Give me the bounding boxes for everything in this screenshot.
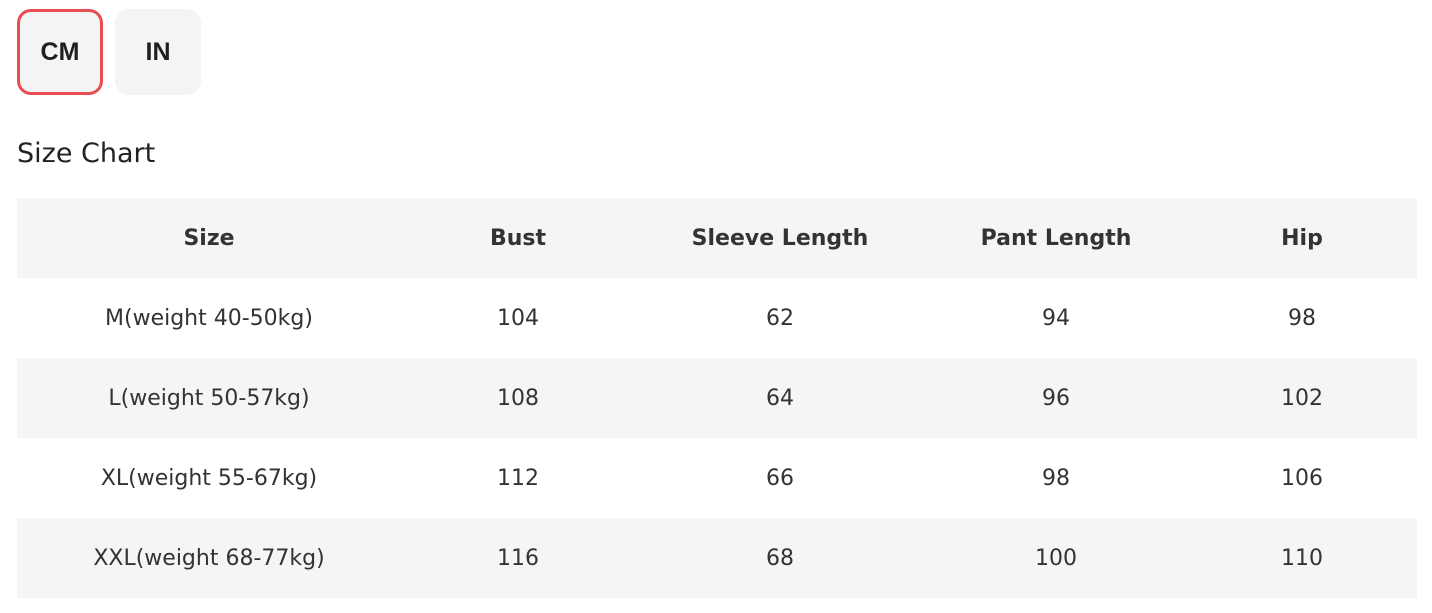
- unit-in-button[interactable]: IN: [115, 9, 201, 95]
- column-header-pant-length: Pant Length: [980, 225, 1132, 251]
- column-header-sleeve-length: Sleeve Length: [691, 225, 869, 251]
- column-header-size: Size: [183, 225, 235, 251]
- cell-pant-length: 98: [1042, 465, 1070, 491]
- cell-size: M(weight 40-50kg): [105, 305, 313, 331]
- table-row: L(weight 50-57kg) 108 64 96 102: [17, 358, 1417, 438]
- table-header-row: Size Bust Sleeve Length Pant Length Hip: [17, 198, 1417, 278]
- table-row: XXL(weight 68-77kg) 116 68 100 110: [17, 518, 1417, 598]
- cell-pant-length: 96: [1042, 385, 1070, 411]
- cell-pant-length: 94: [1042, 305, 1070, 331]
- cell-hip: 110: [1281, 545, 1323, 571]
- cell-hip: 102: [1281, 385, 1323, 411]
- column-header-hip: Hip: [1281, 225, 1323, 251]
- cell-bust: 104: [497, 305, 539, 331]
- table-row: M(weight 40-50kg) 104 62 94 98: [17, 278, 1417, 358]
- cell-sleeve-length: 66: [766, 465, 794, 491]
- unit-cm-button[interactable]: CM: [17, 9, 103, 95]
- cell-size: XL(weight 55-67kg): [100, 465, 318, 491]
- column-header-bust: Bust: [489, 225, 547, 251]
- table-row: XL(weight 55-67kg) 112 66 98 106: [17, 438, 1417, 518]
- page-title: Size Chart: [17, 138, 156, 169]
- cell-bust: 112: [497, 465, 539, 491]
- cell-pant-length: 100: [1035, 545, 1077, 571]
- cell-bust: 116: [497, 545, 539, 571]
- cell-hip: 98: [1288, 305, 1316, 331]
- size-chart-table: Size Bust Sleeve Length Pant Length Hip …: [17, 198, 1417, 598]
- cell-sleeve-length: 68: [766, 545, 794, 571]
- cell-size: L(weight 50-57kg): [108, 385, 310, 411]
- cell-hip: 106: [1281, 465, 1323, 491]
- cell-size: XXL(weight 68-77kg): [93, 545, 325, 571]
- cell-sleeve-length: 64: [766, 385, 794, 411]
- cell-bust: 108: [497, 385, 539, 411]
- cell-sleeve-length: 62: [766, 305, 794, 331]
